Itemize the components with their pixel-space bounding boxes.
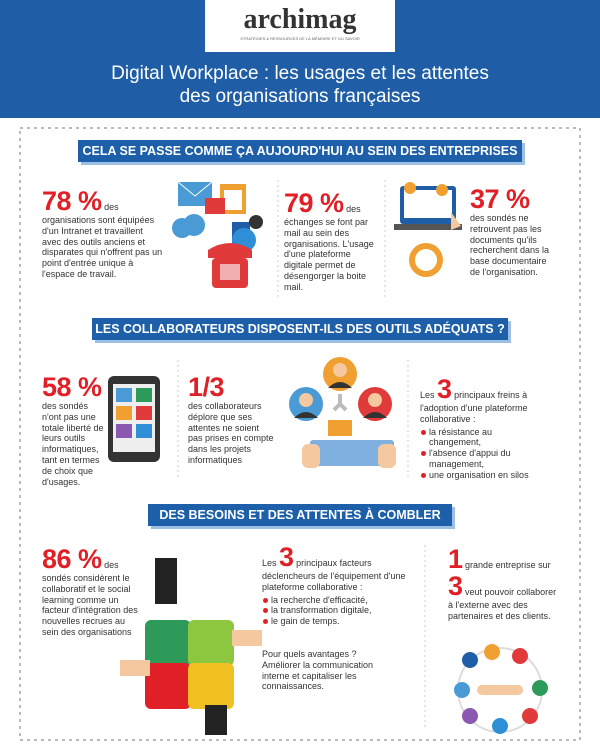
stat: Les 3 principaux facteurs déclencheurs d… bbox=[262, 544, 412, 692]
icons-documents bbox=[394, 182, 462, 277]
stat-text: des échanges se font par mail au sein de… bbox=[284, 204, 374, 292]
figure: 3 bbox=[448, 571, 463, 601]
stat-text: des organisations sont équipées d'un Int… bbox=[42, 202, 163, 279]
figure: 3 bbox=[437, 374, 452, 404]
section-heading: CELA SE PASSE COMME ÇA AUJOURD'HUI AU SE… bbox=[78, 140, 522, 162]
bullet-list: la résistance au changement, l'absence d… bbox=[420, 427, 540, 481]
bullet: la résistance au changement, bbox=[420, 427, 540, 449]
stat-text: des sondés ne retrouvent pas les documen… bbox=[470, 213, 550, 277]
title: Digital Workplace : les usages et les at… bbox=[0, 62, 600, 108]
logo-text: archimag bbox=[243, 4, 357, 35]
title-line: des organisations françaises bbox=[179, 86, 421, 107]
figure: 3 bbox=[279, 542, 294, 572]
bullet: le gain de temps. bbox=[262, 616, 412, 627]
stat: 37 % des sondés ne retrouvent pas les do… bbox=[470, 186, 550, 278]
figure: 78 % bbox=[42, 186, 102, 216]
figure: 1 bbox=[448, 544, 463, 574]
bullet-list: la recherche d'efficacité, la transforma… bbox=[262, 595, 412, 627]
icons-collaboration bbox=[454, 644, 548, 734]
bullet: la recherche d'efficacité, bbox=[262, 595, 412, 606]
icons-communication bbox=[172, 181, 263, 288]
logo-tagline: STRATÉGIES & RESSOURCES DE LA MÉMOIRE ET… bbox=[240, 36, 360, 41]
icons-people bbox=[289, 357, 396, 468]
stat-text: des sondés n'ont pas une totale liberté … bbox=[42, 401, 104, 487]
logo-box bbox=[205, 0, 395, 52]
lead: Les bbox=[420, 390, 435, 400]
figure: 58 % bbox=[42, 372, 102, 402]
figure: 1/3 bbox=[188, 372, 225, 402]
stat-text: des sondés considèrent le collaboratif e… bbox=[42, 560, 138, 637]
stat-text: principaux freins à l'adoption d'une pla… bbox=[420, 390, 528, 424]
title-line: Digital Workplace : les usages et les at… bbox=[111, 63, 489, 84]
bullet: une organisation en silos bbox=[420, 470, 540, 481]
section-heading: LES COLLABORATEURS DISPOSENT-ILS DES OUT… bbox=[92, 318, 508, 340]
stat: 78 % des organisations sont équipées d'u… bbox=[42, 188, 164, 280]
icons-puzzle bbox=[120, 558, 262, 735]
bullet: l'absence d'appui du management, bbox=[420, 448, 540, 470]
note: Pour quels avantages ? Améliorer la comm… bbox=[262, 648, 374, 692]
stat: 79 % des échanges se font par mail au se… bbox=[284, 190, 376, 293]
stat: 58 % des sondés n'ont pas une totale lib… bbox=[42, 374, 104, 487]
stat-text: grande entreprise sur bbox=[465, 560, 551, 570]
figure: 79 % bbox=[284, 188, 344, 218]
figure: 37 % bbox=[470, 184, 530, 214]
frame bbox=[19, 127, 581, 741]
separators bbox=[177, 180, 426, 730]
stat-text: principaux facteurs déclencheurs de l'éq… bbox=[262, 558, 406, 592]
logo: archimag STRATÉGIES & RESSOURCES DE LA M… bbox=[205, 4, 395, 42]
stat-text: des collaborateurs déplore que ses atten… bbox=[188, 401, 274, 465]
stat-text: veut pouvoir collaborer à l'externe avec… bbox=[448, 587, 557, 621]
stat: 1 grande entreprise sur 3 veut pouvoir c… bbox=[448, 546, 563, 622]
stat: 86 % des sondés considèrent le collabora… bbox=[42, 546, 142, 638]
stat: 1/3 des collaborateurs déplore que ses a… bbox=[188, 374, 276, 466]
icons-tablet bbox=[108, 376, 160, 462]
lead: Les bbox=[262, 558, 277, 568]
stat: Les 3 principaux freins à l'adoption d'u… bbox=[420, 376, 540, 481]
figure: 86 % bbox=[42, 544, 102, 574]
bullet: la transformation digitale, bbox=[262, 605, 412, 616]
section-heading: DES BESOINS ET DES ATTENTES À COMBLER bbox=[148, 504, 452, 526]
